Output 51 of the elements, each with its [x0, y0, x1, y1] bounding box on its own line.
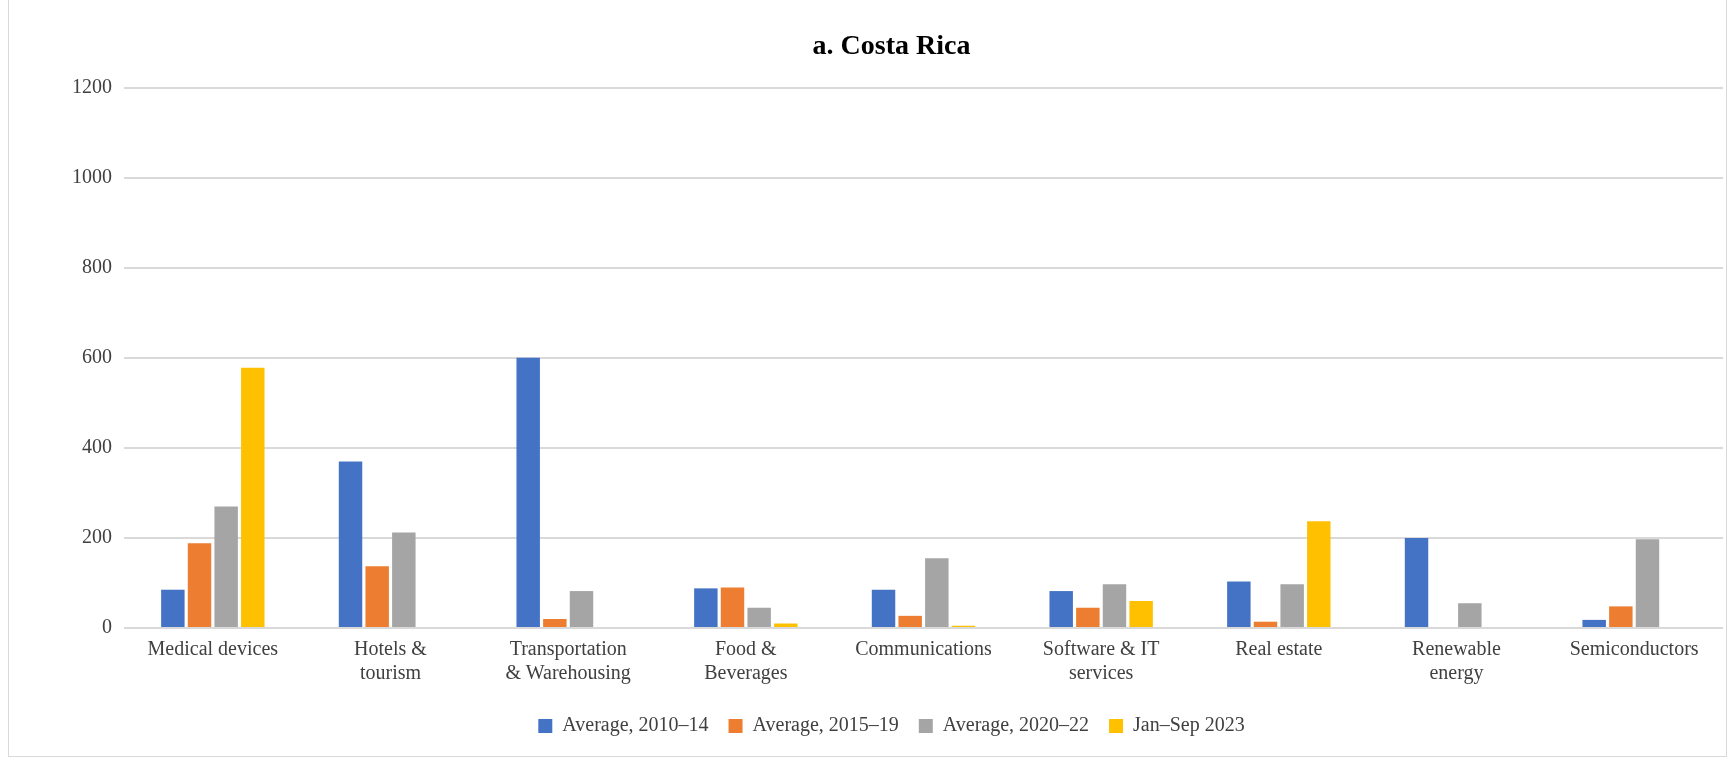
- bar: [694, 588, 718, 627]
- y-tick-label: 1000: [72, 164, 112, 187]
- x-tick-label: Semiconductors: [1569, 637, 1699, 660]
- bar: [747, 607, 771, 627]
- x-tick-label: Real estate: [1235, 637, 1323, 660]
- x-tick-label: Medical devices: [147, 637, 279, 660]
- x-tick-label: Software & IT services: [1042, 637, 1160, 684]
- bar: [1307, 521, 1331, 627]
- bar: [720, 587, 745, 627]
- bar: [1280, 584, 1304, 627]
- bar: [1582, 619, 1606, 627]
- legend-label: Average, 2010–14: [562, 713, 709, 737]
- y-tick-label: 0: [102, 615, 112, 638]
- x-tick-label: Renewable energy: [1412, 637, 1502, 685]
- y-tick-label: 200: [82, 525, 112, 548]
- chart-title: a. Costa Rica: [812, 29, 971, 61]
- bar: [1102, 584, 1127, 627]
- bar: [1609, 606, 1633, 627]
- bar: [898, 615, 922, 627]
- bar: [392, 532, 416, 627]
- bar: [1404, 537, 1429, 627]
- bar: [1253, 621, 1278, 627]
- legend-label: Average, 2015–19: [752, 713, 899, 737]
- bar: [543, 618, 567, 627]
- bar: [1458, 603, 1482, 627]
- x-tick-label: Hotels & tourism: [354, 637, 428, 684]
- legend-label: Jan–Sep 2023: [1133, 713, 1245, 737]
- bar: [569, 591, 594, 627]
- bar: [516, 357, 540, 627]
- bar: [1049, 591, 1073, 627]
- bar: [1129, 600, 1153, 627]
- x-tick-label: Communications: [855, 637, 993, 660]
- y-tick-label: 400: [82, 435, 112, 458]
- bar: [1227, 581, 1251, 627]
- y-tick-label: 600: [82, 345, 112, 368]
- bar: [161, 589, 185, 627]
- y-tick-label: 800: [82, 254, 112, 277]
- y-tick-label: 1200: [72, 74, 112, 97]
- bar: [871, 589, 896, 627]
- bar: [1635, 539, 1660, 627]
- bar: [338, 461, 363, 627]
- bar: [774, 623, 798, 627]
- x-tick-label: Transportation & Warehousing: [505, 637, 631, 685]
- bar: [214, 506, 238, 627]
- bar: [1076, 607, 1100, 627]
- x-tick-label: Food & Beverages: [704, 637, 788, 685]
- bar: [925, 558, 949, 627]
- bar: [241, 367, 265, 627]
- bar: [187, 543, 212, 627]
- legend-label: Average, 2020–22: [942, 713, 1090, 737]
- bar: [365, 566, 389, 627]
